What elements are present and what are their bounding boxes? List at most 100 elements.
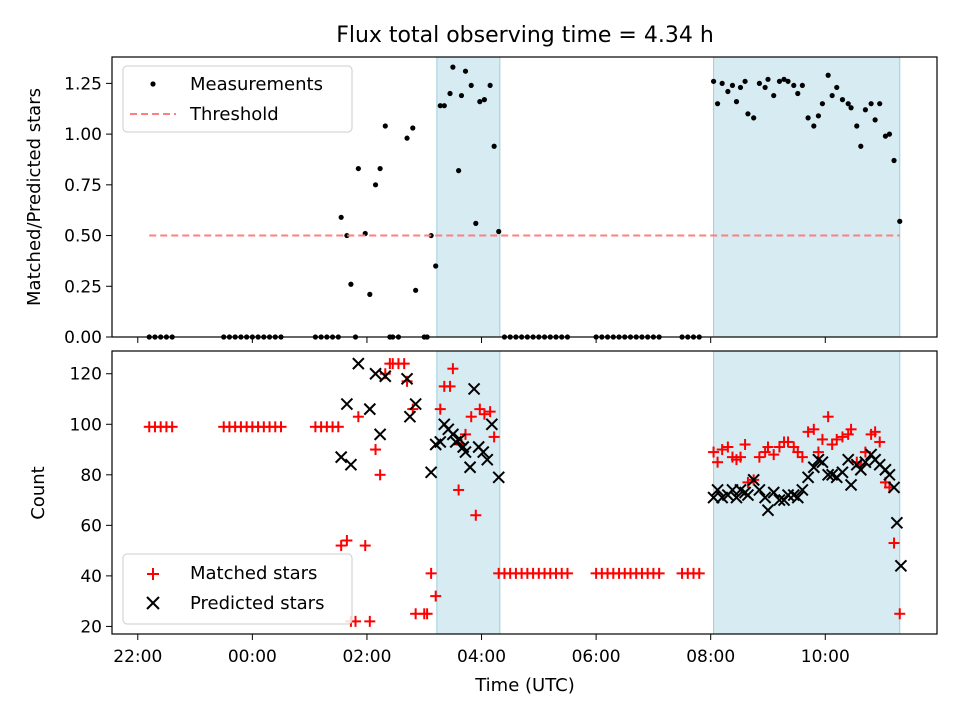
measurements-point: [377, 165, 383, 172]
predicted-stars-point: [883, 468, 896, 482]
bottom-xtick-label: 06:00: [572, 647, 621, 667]
matched-stars-point: [488, 431, 500, 443]
measurements-point: [756, 80, 762, 86]
predicted-stars-point: [753, 483, 766, 497]
measurements-point: [733, 99, 740, 105]
bottom-ytick-label: 100: [70, 415, 102, 435]
matched-stars-point: [370, 444, 382, 456]
predicted-stars-point: [781, 488, 795, 502]
measurements-point: [413, 287, 419, 293]
matched-stars-point: [894, 608, 906, 620]
matched-stars-point: [808, 423, 820, 435]
predicted-stars-point: [363, 402, 377, 416]
predicted-stars-point: [836, 466, 849, 479]
bottom-ytick-label: 20: [80, 617, 102, 637]
measurements-point: [456, 168, 462, 174]
measurements-point: [848, 105, 854, 111]
predicted-stars-point: [807, 461, 821, 474]
matched-stars-point: [762, 441, 774, 453]
predicted-stars-point: [887, 481, 901, 494]
measurements-point: [868, 101, 874, 107]
measurements-point: [473, 220, 479, 226]
matched-stars-point: [425, 567, 437, 579]
predicted-stars-point: [373, 428, 387, 441]
predicted-stars-point: [773, 493, 786, 507]
predicted-stars-point: [477, 445, 490, 459]
measurements-point: [886, 131, 893, 137]
bottom-xtick-label: 08:00: [686, 647, 735, 667]
measurements-point: [496, 228, 502, 235]
predicted-stars-point: [859, 455, 872, 469]
legend-label-matched: Matched stars: [190, 563, 317, 584]
predicted-stars-point: [400, 372, 414, 386]
measurements-point: [491, 143, 497, 149]
measurements-point: [897, 218, 903, 224]
predicted-stars-point: [890, 516, 904, 530]
measurements-point: [891, 157, 897, 164]
ratio-panel: 0.00 0.25 0.50 0.75 1.00 1.25 Matched/Predict…: [24, 56, 938, 348]
legend-label-threshold: Threshold: [189, 104, 279, 125]
measurements-point: [791, 82, 797, 89]
measurements-point: [410, 125, 416, 131]
predicted-stars-point: [791, 491, 804, 504]
predicted-stars-point: [844, 478, 858, 492]
measurements-point: [839, 97, 846, 103]
measurements-point: [825, 72, 831, 78]
measurements-point: [845, 101, 851, 107]
matched-stars-point: [352, 411, 364, 423]
predicted-stars-point: [459, 445, 472, 459]
predicted-stars-point: [334, 450, 348, 464]
matched-stars-point: [465, 411, 477, 423]
measurements-point: [785, 78, 791, 84]
legend-marker-matched: [147, 568, 159, 580]
predicted-stars-point: [434, 435, 447, 449]
measurements-point: [458, 92, 465, 99]
measurements-point: [829, 92, 835, 99]
predicted-stars-point: [821, 468, 835, 482]
measurements-point: [404, 135, 410, 141]
measurements-point: [781, 76, 787, 82]
matched-stars-point: [166, 421, 178, 433]
measurements-point: [338, 214, 344, 220]
measurements-point: [382, 123, 388, 129]
measurements-point: [799, 82, 805, 89]
matched-stars-point: [796, 451, 808, 463]
predicted-stars-point: [761, 503, 775, 517]
matched-stars-point: [444, 380, 456, 392]
matched-stars-point: [802, 426, 814, 438]
measurements-point: [751, 115, 757, 121]
measurements-point: [468, 82, 474, 89]
predicted-stars-point: [816, 455, 829, 469]
matched-stars-point: [447, 363, 459, 375]
measurements-point: [877, 101, 883, 107]
measurements-point: [462, 68, 469, 74]
measurements-point: [795, 90, 801, 97]
measurements-point: [819, 101, 826, 107]
predicted-stars-point: [758, 491, 772, 504]
predicted-stars-point: [344, 458, 358, 471]
top-axes-frame: [111, 56, 938, 338]
top-legend: Measurements Threshold: [122, 65, 353, 133]
predicted-stars-point: [894, 559, 908, 572]
matched-stars-point: [845, 423, 857, 435]
predicted-stars-point: [492, 471, 505, 484]
bottom-ytick-label: 40: [80, 567, 102, 587]
measurements-point: [372, 182, 379, 188]
measurements-point: [815, 113, 822, 119]
predicted-stars-point: [446, 428, 460, 441]
measurements-point: [355, 165, 361, 172]
measurements-point: [481, 97, 487, 103]
bottom-observing-span-0: [436, 350, 501, 635]
matched-stars-point: [739, 438, 751, 450]
bottom-xtick-label: 22:00: [113, 647, 162, 667]
chart-title: Flux total observing time = 4.34 h: [336, 23, 714, 48]
matched-stars-point: [816, 433, 828, 445]
predicted-stars-point: [481, 453, 494, 466]
predicted-stars-point: [767, 486, 780, 499]
top-ytick-label: 1.00: [64, 125, 102, 145]
measurements-point: [765, 76, 771, 82]
bottom-ytick-label: 120: [70, 365, 102, 385]
predicted-stars-point: [801, 471, 815, 484]
matched-stars-point: [398, 358, 410, 370]
matched-stars-point: [421, 608, 433, 620]
